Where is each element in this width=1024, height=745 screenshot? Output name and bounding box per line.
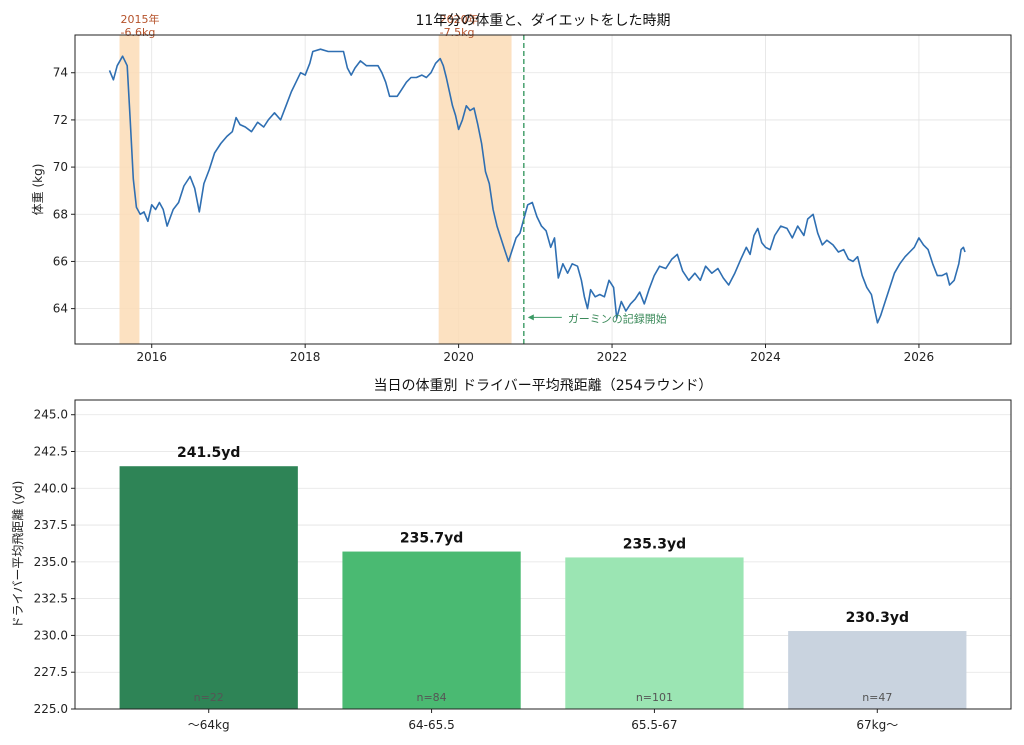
x-tick-label: 2020 (443, 350, 474, 364)
y-tick-label: 232.5 (34, 592, 68, 606)
x-tick-label: 2016 (136, 350, 167, 364)
driver-distance-bar-chart: 241.5yd n=22 235.7yd n=84 235.3yd n=101 230.3y… (11, 377, 1012, 732)
y-tick-label: 74 (53, 66, 68, 80)
bar-chart-title: 当日の体重別 ドライバー平均飛距離（254ラウンド） (374, 377, 713, 394)
y-tick-label: 245.0 (34, 408, 68, 422)
y-tick-label: 68 (53, 207, 68, 221)
diet-period-shade (119, 35, 140, 344)
diet-periods: 2015年-6.6kg 2020年-7.5kg (119, 12, 512, 344)
bar-chart-y-axis-label: ドライバー平均飛距離 (yd) (11, 481, 25, 629)
garmin-arrow-head (527, 314, 534, 321)
y-tick-label: 70 (53, 160, 68, 174)
y-tick-label: 242.5 (34, 445, 68, 459)
x-tick-label: 2024 (750, 350, 781, 364)
bar-value-label: 235.3yd (623, 536, 686, 552)
diet-period-label: -6.6kg (120, 26, 155, 39)
bar (565, 557, 744, 709)
category-label: 65.5-67 (631, 718, 677, 732)
weight-series (108, 48, 966, 324)
category-label: 67kg〜 (856, 718, 898, 732)
bar-value-label: 235.7yd (400, 531, 463, 547)
bar (788, 631, 967, 709)
bar-chart-y-ticks: 225.0 227.5 230.0 232.5 235.0 237.5 240.0 242.5… (34, 408, 75, 716)
garmin-start-marker: ガーミンの記録開始 (523, 35, 667, 344)
category-label: 64-65.5 (408, 718, 454, 732)
bar-count-label: n=22 (194, 691, 224, 704)
y-tick-label: 230.0 (34, 628, 68, 642)
x-tick-label: 2022 (597, 350, 628, 364)
bar-count-label: n=101 (636, 691, 673, 704)
bar (342, 551, 521, 709)
diet-period-label: -7.5kg (440, 26, 475, 39)
weight-chart-x-ticks: 2016 2018 2020 2022 2024 2026 (136, 344, 934, 364)
bar-count-label: n=84 (416, 691, 446, 704)
diet-period-shade (438, 35, 512, 344)
weight-chart-title: 11年分の体重と、ダイエットをした時期 (415, 13, 670, 29)
weight-chart-y-ticks: 64 66 68 70 72 74 (53, 66, 75, 316)
bar-value-label: 230.3yd (846, 610, 909, 626)
category-label: 〜64kg (188, 718, 230, 732)
x-tick-label: 2018 (290, 350, 321, 364)
bar-value-label: 241.5yd (177, 445, 240, 461)
diet-period-label: 2015年 (120, 12, 159, 26)
bar-count-label: n=47 (862, 691, 892, 704)
y-tick-label: 225.0 (34, 702, 68, 716)
diet-period-label: 2020年 (440, 12, 479, 26)
weight-chart-frame (74, 34, 1012, 345)
garmin-start-label: ガーミンの記録開始 (568, 311, 667, 325)
bar-chart-x-ticks: 〜64kg 64-65.5 65.5-67 67kg〜 (188, 709, 898, 732)
bar-chart-bars: 241.5yd n=22 235.7yd n=84 235.3yd n=101 230.3y… (119, 445, 967, 709)
weight-chart-y-axis-label: 体重 (kg) (31, 164, 45, 216)
y-tick-label: 235.0 (34, 555, 68, 569)
bar (119, 466, 298, 709)
weight-chart-grid (75, 35, 1011, 344)
weight-line (108, 48, 966, 324)
y-tick-label: 64 (53, 302, 68, 316)
bar-chart-frame (74, 399, 1012, 710)
y-tick-label: 237.5 (34, 518, 68, 532)
x-tick-label: 2026 (904, 350, 935, 364)
y-tick-label: 66 (53, 254, 68, 268)
y-tick-label: 227.5 (34, 665, 68, 679)
y-tick-label: 240.0 (34, 481, 68, 495)
y-tick-label: 72 (53, 113, 68, 127)
